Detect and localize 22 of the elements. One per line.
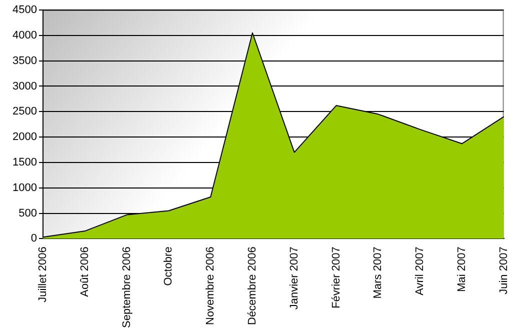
y-tick-label: 3000	[12, 80, 37, 92]
x-tick-label: Juin 2007	[498, 246, 510, 294]
y-tick-label: 1500	[12, 156, 37, 168]
x-tick-label: Juillet 2006	[37, 246, 50, 302]
x-tick-label: Février 2007	[330, 246, 342, 308]
y-tick-label: 3500	[12, 54, 37, 67]
y-tick-label: 4000	[12, 29, 37, 42]
y-tick-label: 2500	[12, 106, 37, 118]
y-tick-label: 500	[18, 207, 37, 220]
x-tick-label: Janvier 2007	[288, 246, 300, 310]
x-tick-label: Mai 2007	[456, 246, 468, 292]
y-tick-label: 4500	[12, 4, 37, 16]
y-tick-label: 2000	[12, 131, 37, 144]
x-tick-label: Décembre 2006	[246, 246, 258, 325]
x-tick-label: Août 2006	[78, 246, 91, 297]
y-tick-label: 0	[30, 232, 37, 245]
x-tick-label: Avril 2007	[414, 246, 426, 296]
x-tick-label: Mars 2007	[372, 246, 384, 299]
y-tick-label: 1000	[12, 182, 37, 194]
x-tick-label: Septembre 2006	[120, 246, 133, 328]
x-tick-label: Octobre	[162, 246, 175, 286]
x-tick-label: Novembre 2006	[204, 246, 217, 325]
